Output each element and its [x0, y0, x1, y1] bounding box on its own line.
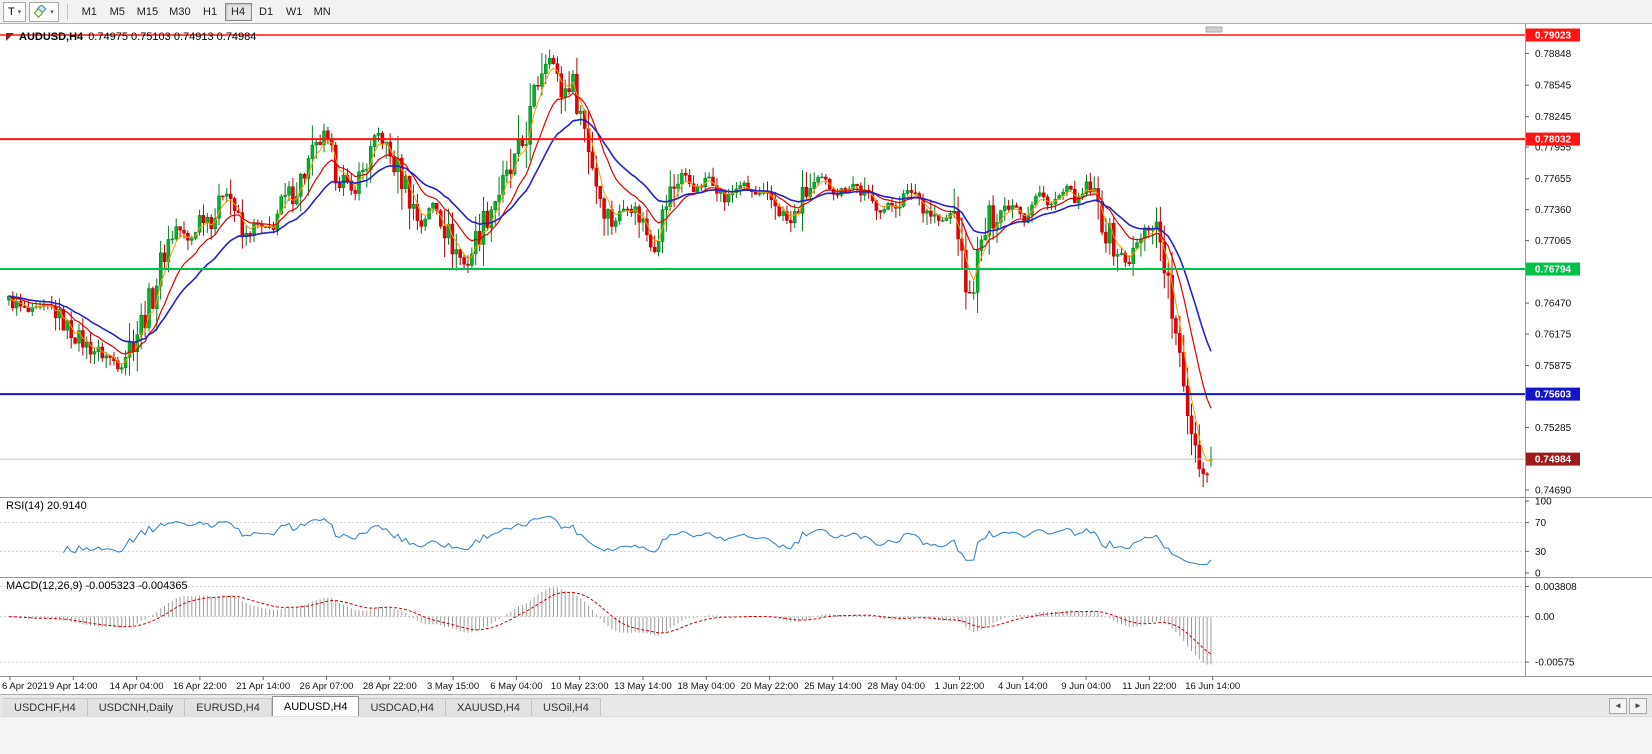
chevron-down-icon: ▾	[50, 8, 54, 16]
price-badge: 0.79023	[1526, 28, 1580, 42]
rsi-line	[62, 515, 1212, 566]
svg-text:4 Jun 14:00: 4 Jun 14:00	[998, 681, 1048, 692]
svg-text:13 May 14:00: 13 May 14:00	[614, 681, 672, 692]
svg-text:1 Jun 22:00: 1 Jun 22:00	[935, 681, 985, 692]
svg-text:0.78245: 0.78245	[1535, 112, 1572, 123]
tab-bar: USDCHF,H4 USDCNH,Daily EURUSD,H4 AUDUSD,H4 U…	[0, 694, 1652, 716]
svg-text:6 May 04:00: 6 May 04:00	[490, 681, 542, 692]
svg-text:0.76470: 0.76470	[1535, 299, 1572, 310]
svg-text:0.78848: 0.78848	[1535, 49, 1572, 60]
svg-text:0.76175: 0.76175	[1535, 330, 1572, 341]
rsi-level-label: 100	[1535, 497, 1552, 508]
rsi-level-label: 70	[1535, 518, 1547, 529]
toolbar: T ▾ ▾ M1 M5 M15 M30 H1 H4 D1 W1 MN	[0, 0, 1652, 24]
svg-text:9 Jun 04:00: 9 Jun 04:00	[1061, 681, 1111, 692]
ma-mid-line	[8, 92, 1212, 409]
macd-level-label: -0.00575	[1535, 658, 1575, 669]
svg-text:16 Jun 14:00: 16 Jun 14:00	[1185, 681, 1240, 692]
svg-text:0.76794: 0.76794	[1535, 265, 1572, 276]
svg-text:21 Apr 14:00: 21 Apr 14:00	[236, 681, 290, 692]
svg-text:0.75603: 0.75603	[1535, 390, 1572, 401]
svg-text:11 Jun 22:00: 11 Jun 22:00	[1122, 681, 1176, 692]
objects-tool-button[interactable]: ▾	[29, 1, 59, 22]
tabs-scroll-right-button[interactable]: ►	[1629, 697, 1647, 714]
rsi-level-label: 30	[1535, 547, 1547, 558]
chart-tabs: USDCHF,H4 USDCNH,Daily EURUSD,H4 AUDUSD,H4 U…	[0, 695, 601, 716]
price-badge: 0.76794	[1526, 262, 1580, 276]
chart-background	[0, 24, 1652, 694]
svg-text:9 Apr 14:00: 9 Apr 14:00	[49, 681, 98, 692]
macd-level-label: 0.00	[1535, 612, 1555, 623]
svg-text:28 Apr 22:00: 28 Apr 22:00	[363, 681, 417, 692]
svg-text:0.75285: 0.75285	[1535, 423, 1572, 434]
chart-scroll-thumb[interactable]	[1205, 26, 1223, 33]
timeframe-button-m15[interactable]: M15	[132, 3, 163, 21]
timeframe-button-h4[interactable]: H4	[224, 2, 252, 21]
chart-tab-usdcnh-daily[interactable]: USDCNH,Daily	[87, 698, 186, 716]
price-chart[interactable]: 0.78848 0.78545 0.78245 0.77955 0.77655 0.773…	[0, 24, 1652, 694]
chart-tab-usdchf-h4[interactable]: USDCHF,H4	[3, 698, 88, 716]
toolbar-separator	[66, 3, 68, 20]
svg-text:28 May 04:00: 28 May 04:00	[867, 681, 925, 692]
svg-text:0.77655: 0.77655	[1535, 174, 1572, 185]
price-badge: 0.74984	[1526, 452, 1580, 466]
status-strip	[0, 716, 1652, 754]
svg-text:20 May 22:00: 20 May 22:00	[741, 681, 799, 692]
tab-scroll-controls: ◄ ►	[1609, 695, 1652, 716]
price-axis-labels: 0.78848 0.78545 0.78245 0.77955 0.77655 0.773…	[1525, 49, 1572, 496]
timeframe-button-m1[interactable]: M1	[76, 3, 103, 21]
chart-tab-usdcad-h4[interactable]: USDCAD,H4	[359, 698, 447, 716]
svg-text:6 Apr 2021: 6 Apr 2021	[2, 681, 48, 692]
text-tool-label: T	[8, 5, 15, 18]
timeframe-button-m5[interactable]: M5	[104, 3, 131, 21]
candlestick-series	[7, 49, 1213, 488]
chevron-down-icon: ▾	[17, 8, 22, 16]
svg-text:10 May 23:00: 10 May 23:00	[551, 681, 609, 692]
macd-level-label: 0.003808	[1535, 582, 1577, 593]
svg-text:0.74690: 0.74690	[1535, 485, 1572, 496]
svg-text:18 May 04:00: 18 May 04:00	[678, 681, 736, 692]
objects-icon	[34, 5, 47, 18]
svg-text:26 Apr 07:00: 26 Apr 07:00	[300, 681, 354, 692]
svg-text:14 Apr 04:00: 14 Apr 04:00	[110, 681, 164, 692]
svg-text:0.79023: 0.79023	[1535, 31, 1572, 42]
svg-text:16 Apr 22:00: 16 Apr 22:00	[173, 681, 227, 692]
svg-text:25 May 14:00: 25 May 14:00	[804, 681, 862, 692]
chart-tab-usoil-h4[interactable]: USOil,H4	[532, 698, 601, 716]
svg-text:0.77360: 0.77360	[1535, 205, 1572, 216]
chart-region: 0.78848 0.78545 0.78245 0.77955 0.77655 0.773…	[0, 24, 1652, 694]
chart-tab-audusd-h4[interactable]: AUDUSD,H4	[271, 696, 360, 716]
timeframe-button-d1[interactable]: D1	[253, 3, 280, 21]
svg-text:0.78032: 0.78032	[1535, 135, 1572, 146]
svg-text:0.75875: 0.75875	[1535, 361, 1572, 372]
rsi-level-label: 0	[1535, 569, 1541, 580]
ma-slow-line	[8, 118, 1212, 352]
price-badge: 0.75603	[1526, 387, 1580, 401]
svg-text:3 May 15:00: 3 May 15:00	[427, 681, 479, 692]
timeframe-button-m30[interactable]: M30	[164, 3, 195, 21]
tabs-scroll-left-button[interactable]: ◄	[1609, 697, 1627, 714]
timeframe-buttons: M1 M5 M15 M30 H1 H4 D1 W1 MN	[76, 2, 336, 21]
svg-text:0.77955: 0.77955	[1535, 143, 1572, 154]
timeframe-button-w1[interactable]: W1	[281, 3, 308, 21]
svg-text:0.77065: 0.77065	[1535, 236, 1572, 247]
text-tool-button[interactable]: T ▾	[3, 1, 27, 22]
macd-signal-line	[8, 591, 1212, 655]
svg-text:0.78545: 0.78545	[1535, 81, 1572, 92]
chart-tab-xauusd-h4[interactable]: XAUUSD,H4	[446, 698, 532, 716]
price-badge: 0.78032	[1526, 132, 1580, 146]
timeframe-button-h1[interactable]: H1	[197, 3, 224, 21]
svg-text:0.74984: 0.74984	[1535, 455, 1572, 466]
chart-tab-eurusd-h4[interactable]: EURUSD,H4	[185, 698, 272, 716]
timeframe-button-mn[interactable]: MN	[309, 3, 336, 21]
time-axis-labels: 6 Apr 2021 9 Apr 14:00 14 Apr 04:00 16 Apr …	[2, 676, 1240, 692]
ma-fast-line	[8, 67, 1212, 462]
